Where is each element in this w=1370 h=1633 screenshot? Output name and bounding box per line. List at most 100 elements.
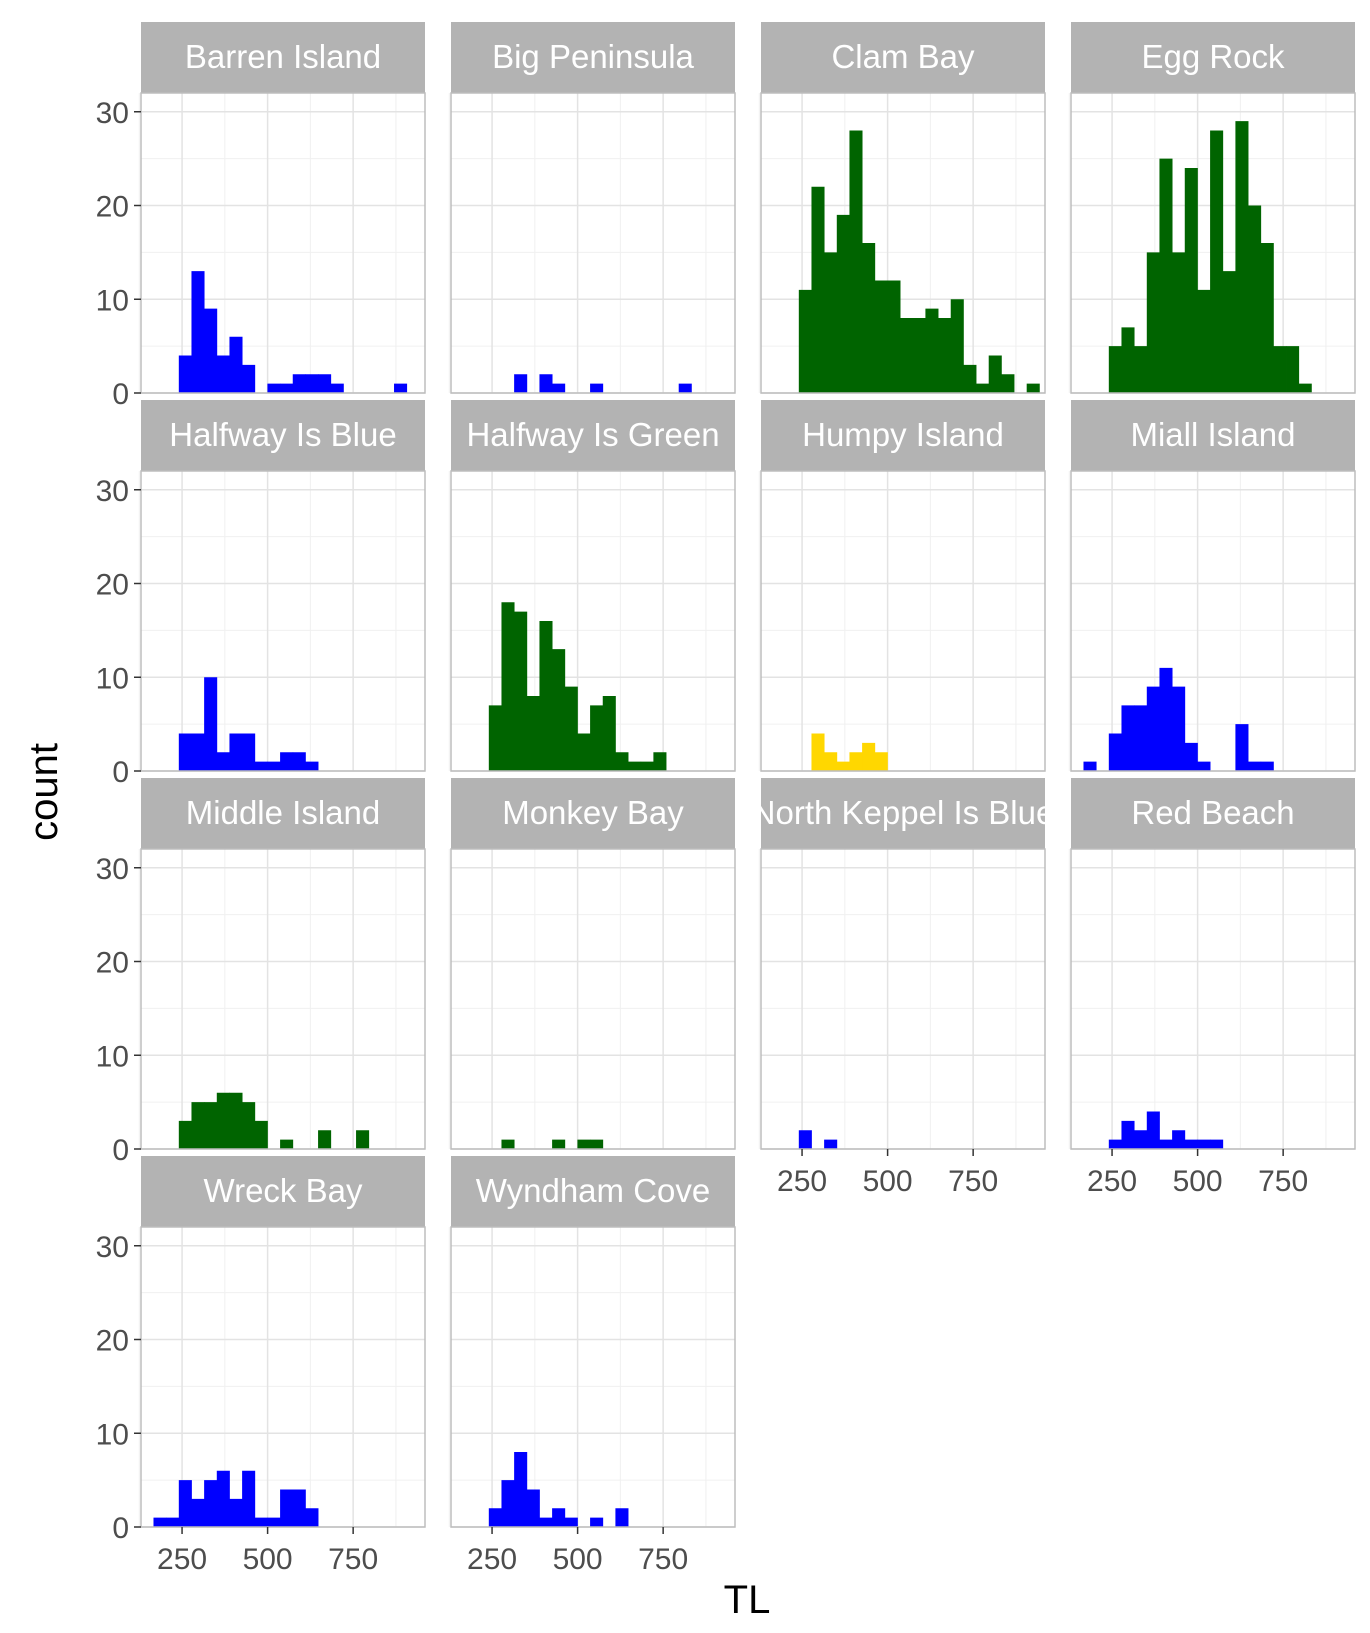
histogram-bar <box>242 364 256 393</box>
y-tick-label: 10 <box>96 1418 129 1451</box>
histogram-bar <box>514 374 528 393</box>
facet-strip <box>141 778 425 849</box>
histogram-bar <box>1235 121 1249 393</box>
histogram-bar <box>204 677 218 771</box>
histogram-bar <box>229 1498 243 1527</box>
histogram-bar <box>1210 130 1224 393</box>
x-tick-label: 750 <box>638 1543 688 1576</box>
histogram-bar <box>552 649 566 771</box>
histogram-bar <box>811 186 825 393</box>
histogram-bar <box>938 318 952 393</box>
histogram-bar <box>653 752 667 771</box>
histogram-bar <box>1273 346 1287 393</box>
x-tick-label: 500 <box>1173 1165 1223 1198</box>
histogram-bar <box>577 733 591 771</box>
histogram-bar <box>242 1102 256 1149</box>
histogram-bar <box>178 1120 192 1149</box>
histogram-bar <box>394 383 408 393</box>
histogram-bar <box>640 761 654 771</box>
facet-panel: Barren Island 0 10 20 30 <box>96 22 426 411</box>
facet-panel: Egg Rock <box>1068 22 1356 394</box>
facet-strip <box>1071 22 1355 93</box>
histogram-bar <box>1134 1130 1148 1149</box>
facet-strip <box>1071 400 1355 471</box>
histogram-bar <box>874 752 888 771</box>
histogram-bar <box>254 1120 268 1149</box>
panel-border <box>450 470 736 772</box>
histogram-bar <box>950 299 964 393</box>
histogram-bar <box>628 761 642 771</box>
histogram-bar <box>216 355 230 393</box>
histogram-bar <box>862 243 876 393</box>
panel-border <box>140 470 426 772</box>
panel-border <box>140 92 426 394</box>
histogram-bar <box>267 383 281 393</box>
histogram-bar <box>1172 1130 1186 1149</box>
histogram-bar <box>153 1517 167 1527</box>
histogram-bar <box>1146 252 1160 393</box>
histogram-bar <box>305 1508 319 1527</box>
y-tick-label: 30 <box>96 853 129 886</box>
histogram-bar <box>178 355 192 393</box>
facet-strip-label: Wyndham Cove <box>476 1172 710 1209</box>
facet-strip <box>761 400 1045 471</box>
facet-strip-label: Barren Island <box>185 38 381 75</box>
x-tick-label: 500 <box>863 1165 913 1198</box>
histogram-bar <box>280 1489 294 1527</box>
y-tick-label: 10 <box>96 662 129 695</box>
histogram-bar <box>1286 346 1300 393</box>
histogram-bar <box>1134 346 1148 393</box>
histogram-bar <box>552 383 566 393</box>
histogram-bar <box>1298 383 1312 393</box>
histogram-bar <box>1108 346 1122 393</box>
facet-panel: Humpy Island <box>758 400 1046 772</box>
y-tick-label: 0 <box>112 378 129 411</box>
histogram-bar <box>191 271 205 393</box>
histogram-bar <box>590 1139 604 1149</box>
histogram-bar <box>602 696 616 771</box>
x-tick-label: 500 <box>243 1543 293 1576</box>
facet-panel: Red Beach 250 500 750 <box>1068 778 1356 1198</box>
histogram-bar <box>216 752 230 771</box>
histogram-bar <box>216 1470 230 1527</box>
histogram-bar <box>1197 1139 1211 1149</box>
histogram-bar <box>204 1480 218 1527</box>
facet-panel: Halfway Is Blue 0 10 20 30 <box>96 400 426 789</box>
histogram-bar <box>1026 383 1040 393</box>
x-axis-title: TL <box>724 1578 771 1622</box>
histogram-bar <box>1260 761 1274 771</box>
facet-strip <box>141 400 425 471</box>
histogram-bar <box>1260 243 1274 393</box>
facet-strip <box>1071 778 1355 849</box>
x-tick-label: 250 <box>157 1543 207 1576</box>
panel-border <box>760 92 1046 394</box>
histogram-bar <box>564 686 578 771</box>
facets-layer: Barren Island 0 10 20 30 Big Peninsula Clam Ba… <box>96 22 1356 1576</box>
histogram-bar <box>514 611 528 771</box>
histogram-bar <box>1121 327 1135 393</box>
y-axis-title: count <box>22 743 66 841</box>
x-tick-label: 250 <box>777 1165 827 1198</box>
x-tick-label: 250 <box>1087 1165 1137 1198</box>
x-tick-label: 750 <box>948 1165 998 1198</box>
histogram-bar <box>191 1102 205 1149</box>
histogram-bar <box>849 752 863 771</box>
histogram-bar <box>1159 667 1173 771</box>
panel-border <box>760 848 1046 1150</box>
histogram-bar <box>501 1480 515 1527</box>
histogram-bar <box>1184 168 1198 393</box>
histogram-bar <box>318 374 332 393</box>
histogram-bar <box>1159 1139 1173 1149</box>
histogram-bar <box>1210 1139 1224 1149</box>
panel-border <box>760 470 1046 772</box>
histogram-bar <box>280 752 294 771</box>
histogram-bar <box>590 705 604 771</box>
histogram-bar <box>204 308 218 393</box>
histogram-bar <box>836 214 850 393</box>
histogram-bar <box>824 752 838 771</box>
panel-border <box>450 1226 736 1528</box>
histogram-bar <box>229 336 243 393</box>
histogram-bar <box>229 733 243 771</box>
histogram-bar <box>1248 205 1262 393</box>
